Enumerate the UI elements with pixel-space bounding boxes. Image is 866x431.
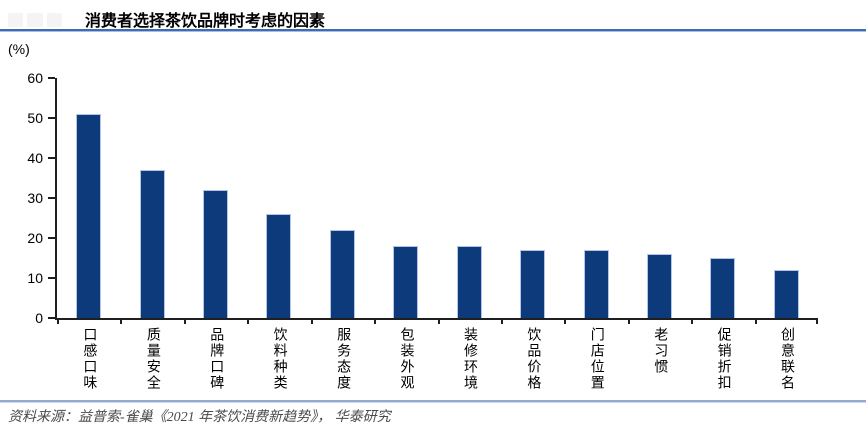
x-axis-tick	[501, 318, 503, 324]
bar-slot	[755, 78, 818, 318]
bar-品牌口碑	[203, 190, 229, 318]
bar-slot	[57, 78, 120, 318]
y-axis-label: 20	[27, 230, 43, 246]
x-category-label: 促销折扣	[715, 327, 731, 391]
bar-促销折扣	[710, 258, 736, 318]
bar-质量安全	[139, 170, 165, 318]
x-axis-labels-row: 口感口味 质量安全 品牌口碑 饮料种类 服务态度 包装外观 装修环境 饮品价格 门店位置 老习惯 促…	[57, 327, 818, 391]
y-axis-label: 0	[35, 310, 43, 326]
x-category-label-cell: 装修环境	[438, 327, 501, 391]
bar-创意联名	[773, 270, 799, 318]
x-axis-tick	[438, 318, 440, 324]
footer-divider-rule	[0, 400, 866, 403]
x-category-label: 饮料种类	[271, 327, 287, 391]
chart-title: 消费者选择茶饮品牌时考虑的因素	[85, 13, 326, 30]
y-axis-unit-label: (%)	[8, 41, 30, 57]
bar-slot	[311, 78, 374, 318]
x-category-label: 包装外观	[398, 327, 414, 391]
bar-slot	[374, 78, 437, 318]
title-divider-rule	[0, 29, 866, 32]
y-axis-label: 40	[27, 150, 43, 166]
y-axis-tick	[48, 197, 55, 199]
x-category-label: 品牌口碑	[208, 327, 224, 391]
bar-slot	[247, 78, 310, 318]
bar-slot	[501, 78, 564, 318]
y-axis-label: 50	[27, 110, 43, 126]
y-axis-tick	[48, 317, 55, 319]
x-category-label-cell: 促销折扣	[691, 327, 754, 391]
y-axis-label: 30	[27, 190, 43, 206]
bar-slot	[184, 78, 247, 318]
x-category-label: 饮品价格	[525, 327, 541, 391]
y-axis-label: 60	[27, 70, 43, 86]
x-category-label-cell: 口感口味	[57, 327, 120, 391]
x-category-label: 创意联名	[779, 327, 795, 391]
bar-包装外观	[393, 246, 419, 318]
x-axis-tick	[374, 318, 376, 324]
x-category-label-cell: 老习惯	[628, 327, 691, 391]
bar-服务态度	[329, 230, 355, 318]
x-axis-tick	[816, 318, 818, 324]
bar-slot	[564, 78, 627, 318]
y-axis-tick	[48, 117, 55, 119]
x-axis-tick	[564, 318, 566, 324]
bar-口感口味	[76, 114, 102, 318]
x-axis-tick	[628, 318, 630, 324]
bar-装修环境	[456, 246, 482, 318]
x-axis-tick	[247, 318, 249, 324]
bar-slot	[438, 78, 501, 318]
y-axis-label: 10	[27, 270, 43, 286]
x-category-label-cell: 品牌口碑	[184, 327, 247, 391]
x-axis-tick	[120, 318, 122, 324]
bar-老习惯	[647, 254, 672, 318]
x-category-label-cell: 质量安全	[120, 327, 183, 391]
y-axis-tick	[48, 157, 55, 159]
bar-饮品价格	[520, 250, 546, 318]
y-axis-tick	[48, 77, 55, 79]
x-category-label-cell: 包装外观	[374, 327, 437, 391]
x-axis-tick	[184, 318, 186, 324]
x-axis-tick	[755, 318, 757, 324]
bar-饮料种类	[266, 214, 292, 318]
bar-门店位置	[583, 250, 609, 318]
x-axis-tick	[57, 318, 59, 324]
y-axis-tick	[48, 277, 55, 279]
bar-slot	[628, 78, 691, 318]
x-category-label-cell: 饮品价格	[501, 327, 564, 391]
x-category-label: 质量安全	[144, 327, 160, 391]
x-category-label: 老习惯	[652, 327, 668, 375]
x-category-label-cell: 服务态度	[311, 327, 374, 391]
faded-caption-remnant	[8, 13, 62, 27]
x-category-label-cell: 门店位置	[564, 327, 627, 391]
x-category-label: 装修环境	[461, 327, 477, 391]
x-category-label: 服务态度	[335, 327, 351, 391]
bar-slot	[120, 78, 183, 318]
x-axis-tick	[311, 318, 313, 324]
bar-chart-plot-area: 0 10 20 30 40 50 60	[27, 70, 818, 326]
x-category-label-cell: 饮料种类	[247, 327, 310, 391]
x-category-label: 口感口味	[81, 327, 97, 391]
x-category-label: 门店位置	[588, 327, 604, 391]
bar-slot	[691, 78, 754, 318]
source-citation: 资料来源：益普索-雀巢《2021 年茶饮消费新趋势》， 华泰研究	[8, 410, 391, 425]
x-category-label-cell: 创意联名	[755, 327, 818, 391]
x-axis-tick	[691, 318, 693, 324]
y-axis-tick	[48, 237, 55, 239]
